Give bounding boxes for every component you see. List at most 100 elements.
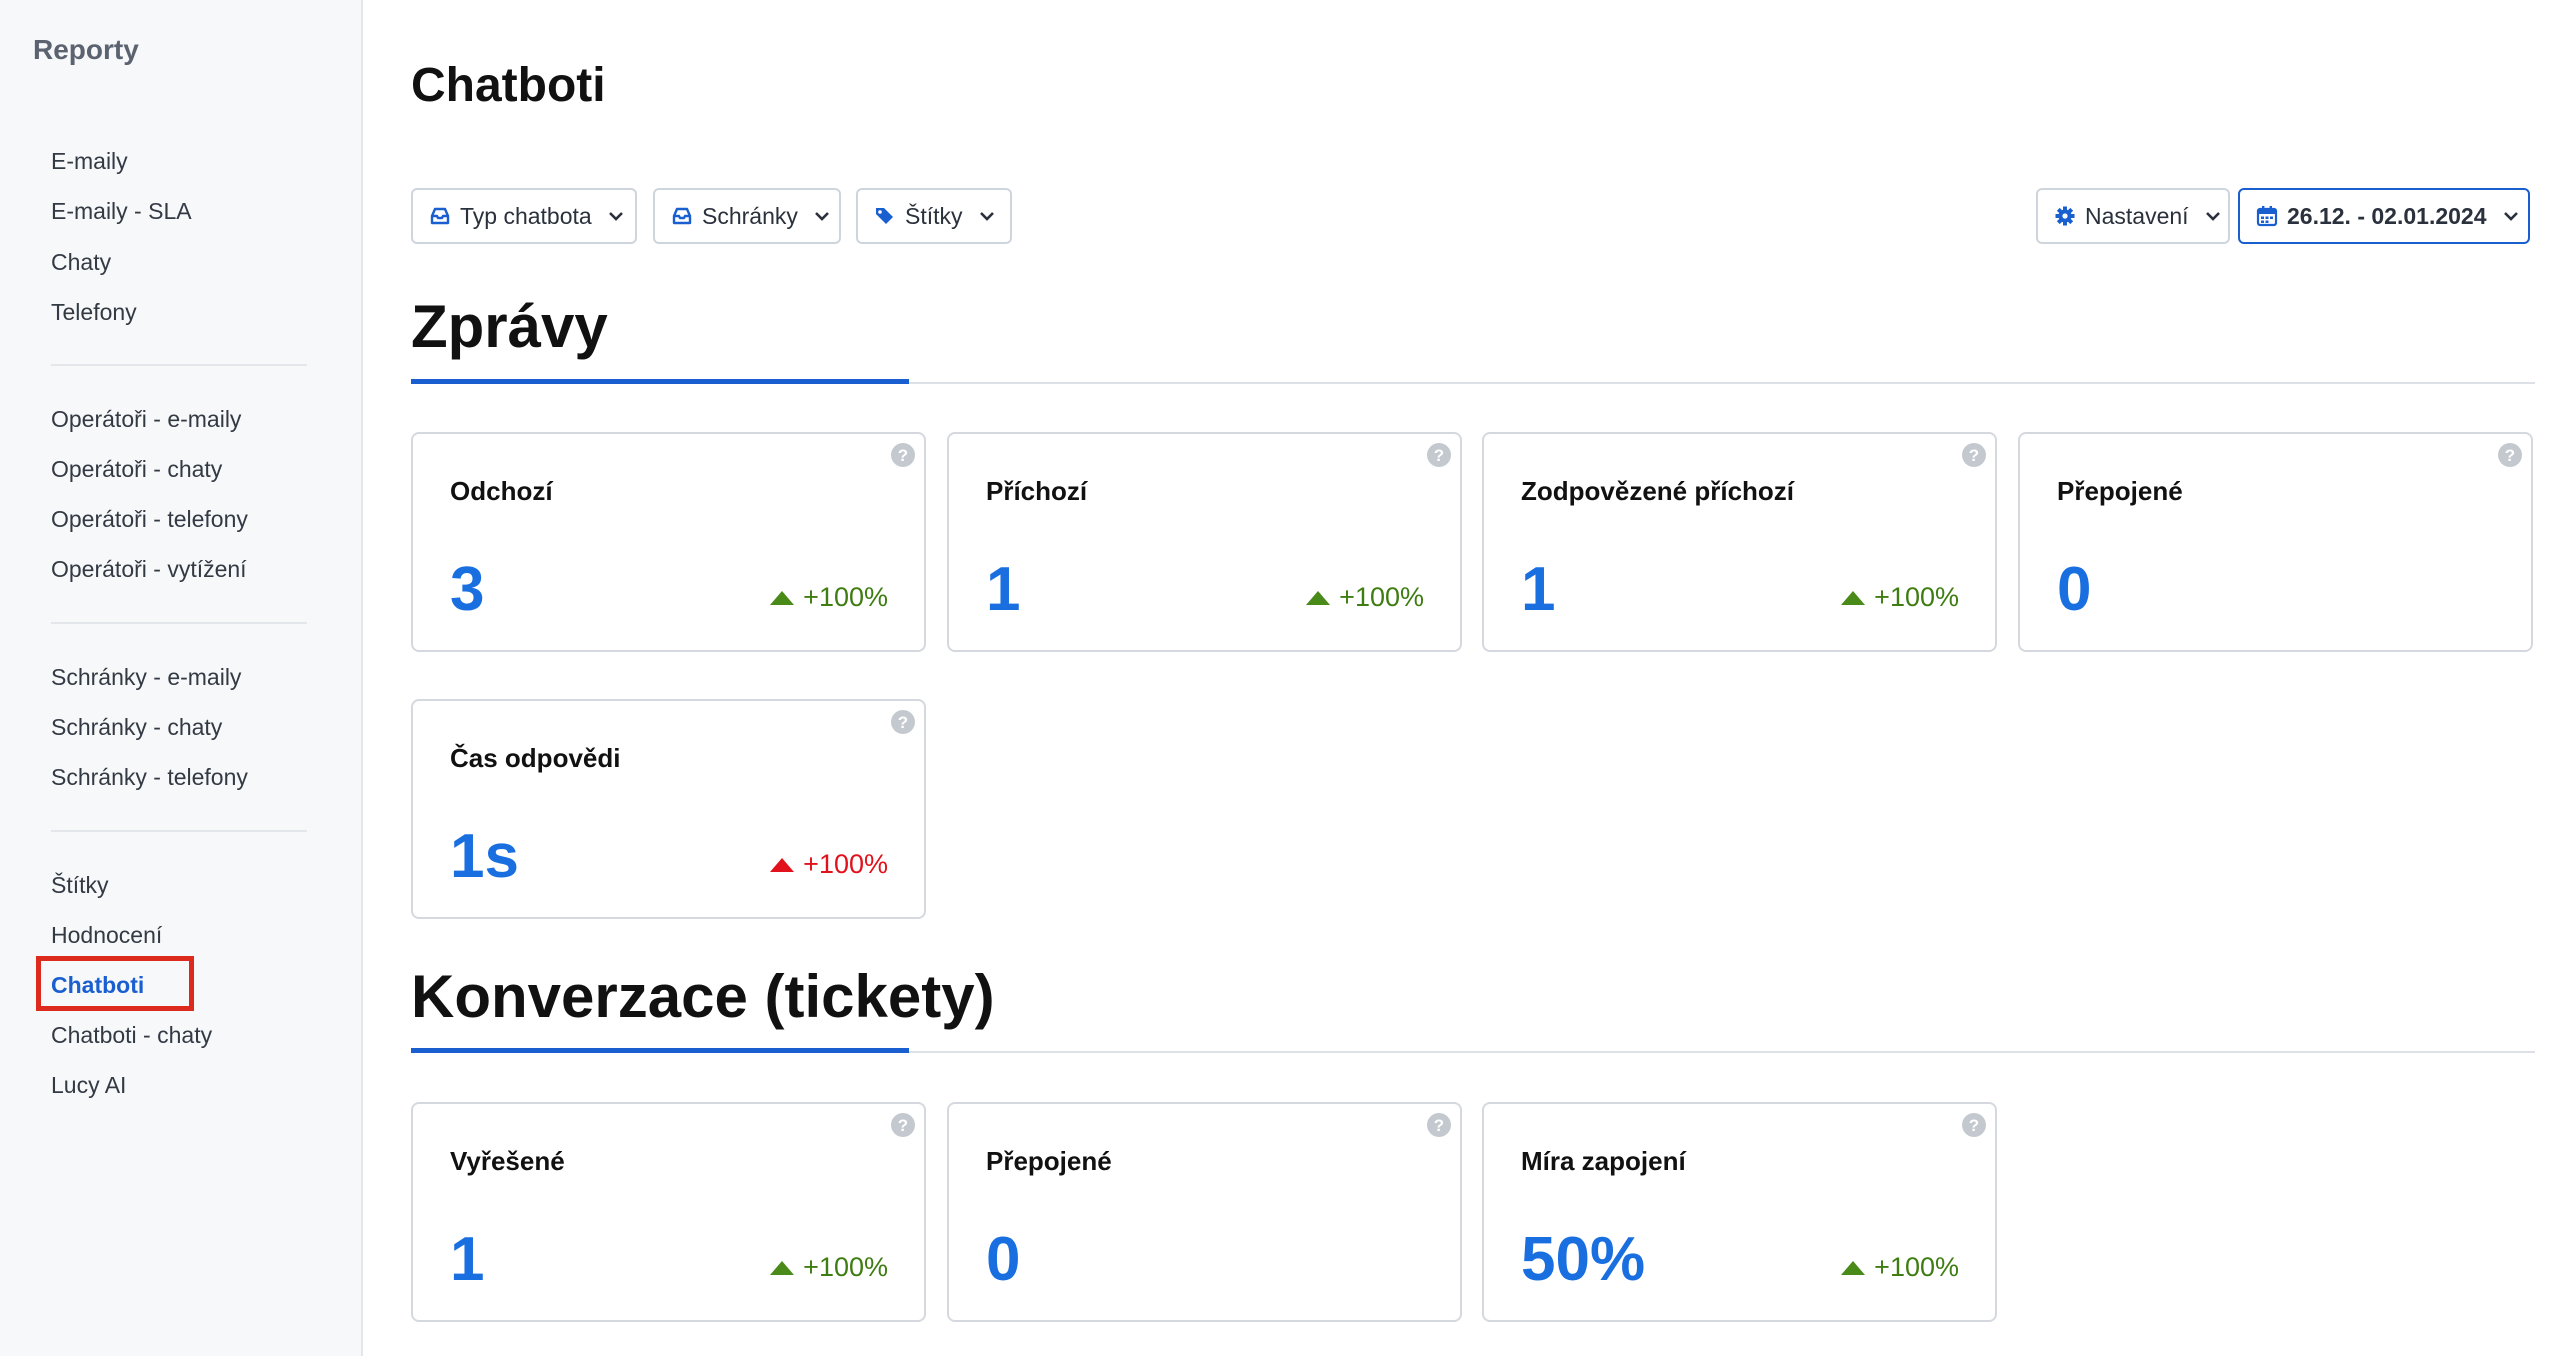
metric-card-value: 1s [450,822,519,891]
help-icon[interactable]: ? [1426,1112,1452,1138]
sidebar-item-mailboxes-emails[interactable]: Schránky - e-maily [51,664,242,690]
metric-card-delta: +100% [769,582,888,613]
metric-card-value: 1 [1521,555,1556,624]
metric-card-value: 50% [1521,1225,1646,1294]
sidebar: Reporty E-maily E-maily - SLA Chaty Tele… [0,0,363,1356]
triangle-up-icon [770,1260,795,1275]
gear-icon [2055,206,2075,226]
sidebar-title: Reporty [33,34,139,65]
metric-card-transferred-tickets: Přepojené ? 0 [947,1102,1462,1322]
date-range-picker[interactable]: 26.12. - 02.01.2024 [2238,188,2530,244]
chatbot-type-filter-button[interactable]: Typ chatbota [411,188,637,244]
help-icon[interactable]: ? [890,442,916,468]
page-title: Chatboti [411,59,606,112]
sidebar-item-chatbots[interactable]: Chatboti [51,972,145,998]
metric-card-delta: +100% [1305,582,1424,613]
sidebar-item-operators-phones[interactable]: Operátoři - telefony [51,506,248,532]
metric-card-response-time: Čas odpovědi ? 1s +100% [411,699,926,919]
sidebar-item-emails[interactable]: E-maily [51,148,128,174]
sidebar-divider [51,830,307,832]
metric-card-title: Čas odpovědi [450,743,621,773]
metric-card-title: Přepojené [986,1146,1112,1176]
inbox-icon [672,207,692,225]
help-icon[interactable]: ? [1961,442,1987,468]
sidebar-item-operators-chats[interactable]: Operátoři - chaty [51,456,223,482]
help-icon[interactable]: ? [1426,442,1452,468]
sidebar-item-phones[interactable]: Telefony [51,299,137,325]
sidebar-item-operators-load[interactable]: Operátoři - vytížení [51,556,247,582]
inbox-icon [430,207,450,225]
triangle-up-icon [1306,590,1331,605]
section-title-messages: Zprávy [411,293,608,360]
triangle-up-icon [1841,1260,1866,1275]
triangle-up-icon [1841,590,1866,605]
metric-card-delta-value: +100% [1874,1252,1959,1282]
metric-card-delta-value: +100% [803,849,888,879]
metric-card-delta-value: +100% [803,582,888,612]
sidebar-divider [51,364,307,366]
metric-card-title: Míra zapojení [1521,1146,1686,1176]
sidebar-item-operators-emails[interactable]: Operátoři - e-maily [51,406,242,432]
help-icon[interactable]: ? [1961,1112,1987,1138]
triangle-up-icon [770,590,795,605]
help-icon[interactable]: ? [890,709,916,735]
svg-text:?: ? [1969,446,1979,465]
svg-text:?: ? [1969,1116,1979,1135]
metric-card-delta: +100% [1840,582,1959,613]
sidebar-item-chatbots-chats[interactable]: Chatboti - chaty [51,1022,213,1048]
sidebar-divider [51,622,307,624]
tags-filter-label: Štítky [905,202,963,229]
tags-filter-button[interactable]: Štítky [856,188,1012,244]
metric-card-value: 1 [450,1225,485,1294]
metric-card-engagement-rate: Míra zapojení ? 50% +100% [1482,1102,1997,1322]
sidebar-item-ratings[interactable]: Hodnocení [51,922,163,948]
calendar-icon [2256,206,2278,227]
mailboxes-filter-label: Schránky [702,202,798,229]
svg-text:?: ? [2505,446,2515,465]
metric-card-title: Zodpovězené příchozí [1521,476,1795,506]
tags-icon [876,208,893,224]
metric-card-title: Vyřešené [450,1146,565,1176]
metric-card-answered-incoming: Zodpovězené příchozí ? 1 +100% [1482,432,1997,652]
sidebar-item-mailboxes-chats[interactable]: Schránky - chaty [51,714,223,740]
section-title-conversations: Konverzace (tickety) [411,963,995,1030]
svg-text:?: ? [1434,1116,1444,1135]
metric-card-title: Odchozí [450,476,553,506]
section-underline-accent [411,1048,909,1053]
metric-card-delta: +100% [769,849,888,880]
metric-card-value: 0 [2057,555,2092,624]
metric-card-value: 0 [986,1225,1021,1294]
chevron-down-icon [2503,212,2518,221]
metric-card-title: Přepojené [2057,476,2183,506]
section-divider [411,382,2535,384]
metric-card-value: 3 [450,555,485,624]
mailboxes-filter-button[interactable]: Schránky [653,188,841,244]
metric-card-delta: +100% [1840,1252,1959,1283]
svg-text:?: ? [898,446,908,465]
section-underline-accent [411,379,909,384]
chevron-down-icon [979,212,994,221]
metric-card-title: Příchozí [986,476,1088,506]
metric-card-delta-value: +100% [1339,582,1424,612]
svg-text:?: ? [1434,446,1444,465]
help-icon[interactable]: ? [2497,442,2523,468]
triangle-up-icon [770,857,795,872]
sidebar-item-tags[interactable]: Štítky [51,872,109,898]
metric-card-delta-value: +100% [803,1252,888,1282]
sidebar-item-chats[interactable]: Chaty [51,249,112,275]
svg-text:?: ? [898,713,908,732]
sidebar-item-emails-sla[interactable]: E-maily - SLA [51,198,192,224]
chevron-down-icon [608,212,623,221]
sidebar-item-lucy-ai[interactable]: Lucy AI [51,1072,127,1098]
active-item-highlight [36,956,194,1011]
help-icon[interactable]: ? [890,1112,916,1138]
metric-card-resolved: Vyřešené ? 1 +100% [411,1102,926,1322]
metric-card-transferred: Přepojené ? 0 [2018,432,2533,652]
sidebar-item-mailboxes-phones[interactable]: Schránky - telefony [51,764,248,790]
date-range-label: 26.12. - 02.01.2024 [2287,202,2487,229]
svg-text:?: ? [898,1116,908,1135]
metric-card-value: 1 [986,555,1021,624]
metric-card-delta-value: +100% [1874,582,1959,612]
settings-button[interactable]: Nastavení [2036,188,2230,244]
metric-card-incoming: Příchozí ? 1 +100% [947,432,1462,652]
